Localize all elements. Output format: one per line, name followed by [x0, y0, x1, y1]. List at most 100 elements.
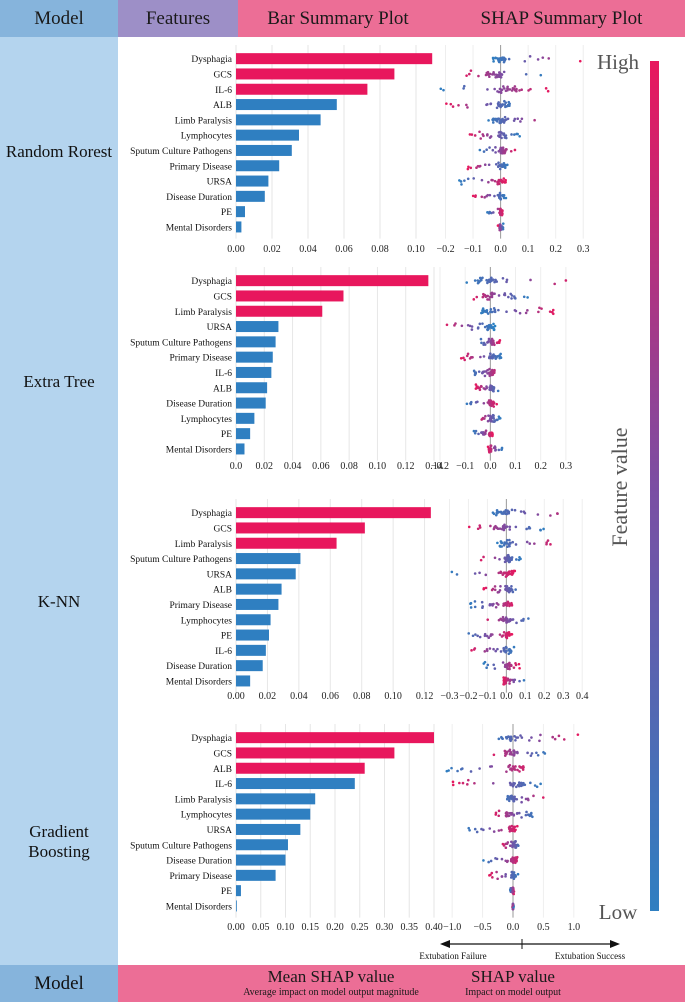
shap-point [449, 102, 453, 106]
shap-point [541, 796, 545, 799]
bar [236, 644, 266, 656]
feature-label: Disease Duration [166, 193, 232, 203]
shap-tick-label: −0.2 [431, 461, 449, 472]
shap-point [482, 341, 486, 345]
shap-point [503, 115, 507, 119]
shap-point [486, 419, 490, 423]
shap-point [451, 105, 455, 108]
shap-point [488, 72, 492, 76]
shap-point [503, 557, 507, 560]
shap-point [500, 131, 503, 135]
shap-point [496, 90, 499, 93]
shap-point [503, 151, 506, 155]
shap-point [496, 193, 500, 197]
shap-point [489, 387, 493, 391]
shap-point [544, 87, 548, 90]
shap-tick-label: 0.2 [538, 691, 551, 702]
shap-point [504, 846, 508, 850]
shap-point [498, 71, 501, 74]
shap-point [503, 754, 507, 757]
feature-label: Disease Duration [166, 400, 232, 410]
shap-point [463, 179, 466, 182]
shap-point [461, 781, 465, 785]
shap-point [475, 166, 478, 170]
bar-tick-label: 0.0 [230, 461, 243, 472]
bar [236, 275, 429, 287]
shap-point [497, 161, 500, 165]
shap-point [493, 179, 497, 183]
shap-point [522, 678, 526, 682]
extubation-failure-label: Extubation Failure [419, 951, 486, 961]
shap-point [513, 308, 517, 312]
shap-point [498, 226, 502, 230]
shap-tick-label: −0.1 [456, 461, 474, 472]
shap-point [488, 402, 492, 405]
bar [236, 366, 272, 378]
shap-point [499, 211, 502, 215]
shap-point [510, 297, 513, 300]
feature-label: Dysphagia [191, 509, 232, 519]
shap-point [487, 163, 491, 167]
shap-point [478, 571, 481, 575]
bar-tick-label: 0.02 [256, 461, 273, 472]
shap-point [514, 525, 518, 529]
shap-point [476, 326, 480, 329]
shap-point [504, 89, 508, 93]
shap-point [497, 814, 501, 818]
shap-point [553, 282, 556, 286]
shap-point [549, 543, 552, 546]
shap-point [504, 633, 508, 636]
shap-point [499, 90, 503, 93]
shap-tick-label: 0.0 [500, 691, 513, 702]
shap-point [494, 649, 498, 653]
shap-point [520, 781, 523, 785]
bar-tick-label: 0.02 [263, 244, 281, 255]
shap-point [469, 770, 473, 773]
shap-point [482, 401, 486, 405]
shap-point [482, 309, 485, 312]
shap-point [505, 811, 509, 815]
feature-label: PE [221, 887, 232, 897]
shap-point [488, 603, 492, 607]
shap-point [485, 71, 489, 75]
shap-point [500, 635, 504, 638]
shap-point [546, 89, 550, 93]
shap-point [514, 828, 517, 832]
shap-point [495, 106, 499, 110]
shap-point [484, 586, 488, 590]
bar [236, 614, 271, 626]
chart-area: 0.00 0.02 0.04 0.06 0.08 0.10 −0.2 −0.1 0.0 0.1 0.… [118, 37, 685, 965]
shap-point [496, 877, 499, 881]
bar-tick-label: 0.15 [302, 922, 320, 933]
shap-point [491, 339, 495, 343]
shap-point [500, 104, 504, 107]
shap-point [499, 224, 502, 228]
shap-point [526, 296, 529, 299]
shap-point [445, 323, 449, 327]
shap-point [470, 328, 474, 331]
shap-point [487, 356, 491, 359]
shap-point [499, 151, 503, 155]
shap-point [458, 781, 461, 785]
shap-point [509, 752, 513, 756]
shap-point [520, 736, 524, 739]
shap-point [467, 165, 470, 169]
colorbar-low-label: Low [599, 900, 638, 924]
shap-point [471, 194, 475, 198]
shap-point [501, 842, 505, 846]
shap-point [492, 386, 495, 390]
shap-point [499, 133, 502, 137]
shap-point [489, 419, 492, 422]
shap-point [526, 309, 529, 312]
shap-point [493, 667, 497, 670]
bar [236, 507, 431, 519]
bar [236, 428, 251, 440]
shap-point [466, 167, 470, 171]
shap-point [528, 739, 531, 742]
feature-label: IL-6 [215, 780, 232, 790]
shap-tick-label: −1.0 [443, 922, 461, 933]
shap-point [484, 573, 488, 577]
feature-label: Sputum Culture Pathogens [130, 338, 232, 348]
shap-point [524, 311, 528, 315]
shap-point [492, 602, 495, 606]
